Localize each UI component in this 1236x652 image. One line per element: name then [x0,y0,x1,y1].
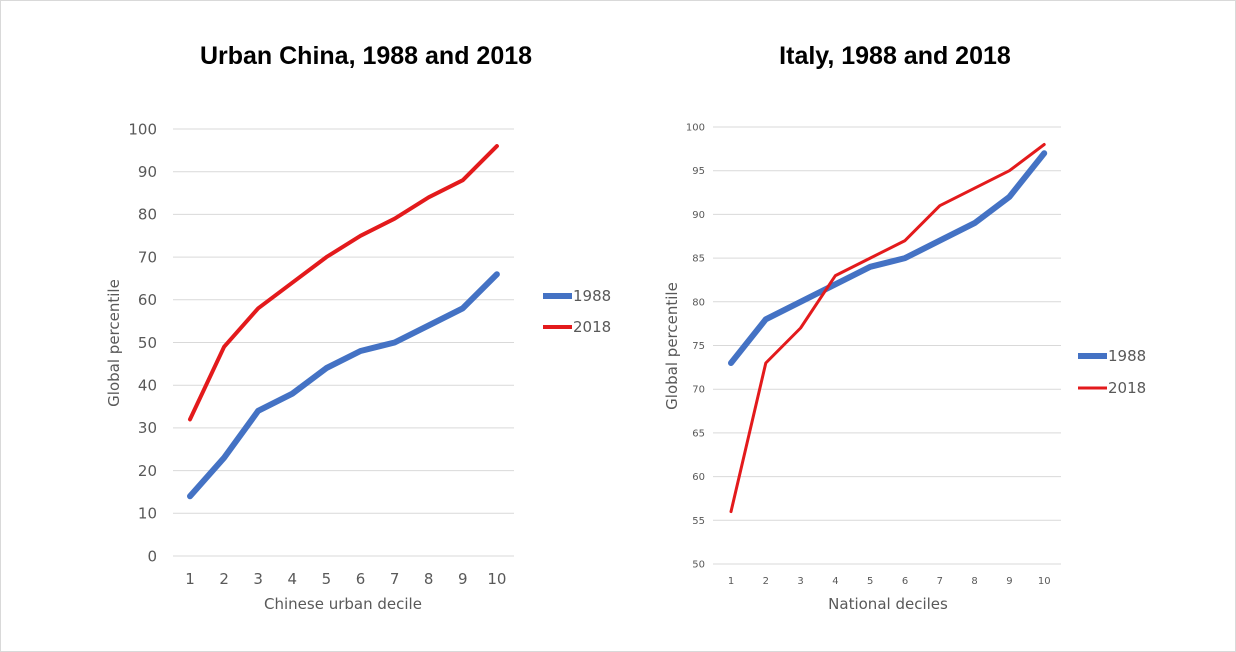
y-tick-label: 95 [692,166,705,177]
x-tick-label: 9 [458,570,468,588]
y-tick-label: 90 [138,163,157,181]
series-line-1988 [187,271,500,500]
y-tick-label: 75 [692,341,705,352]
y-tick-label: 90 [692,210,705,221]
chart-italy: Italy, 1988 and 2018 National deciles Gl… [663,42,1146,613]
series-line-2018 [188,144,499,422]
y-tick-label: 50 [692,560,705,571]
y-tick-label: 85 [692,254,705,265]
y-tick-label: 50 [138,334,157,352]
series-line-1988 [728,150,1048,366]
y-tick-label: 10 [138,505,157,523]
y-tick-label: 40 [138,376,157,394]
chart-title: Urban China, 1988 and 2018 [200,42,532,70]
y-tick-label: 30 [138,419,157,437]
x-tick-label: 10 [1038,576,1051,587]
x-tick-label: 4 [832,576,838,587]
x-tick-label: 8 [971,576,977,587]
x-tick-label: 2 [219,570,229,588]
x-tick-label: 2 [763,576,769,587]
x-tick-label: 3 [253,570,263,588]
y-tick-label: 0 [147,547,157,565]
y-tick-label: 55 [692,516,705,527]
y-axis-label: Global percentile [663,282,681,410]
x-tick-label: 6 [902,576,908,587]
y-tick-label: 80 [692,297,705,308]
x-tick-label: 7 [937,576,943,587]
y-axis-label: Global percentile [105,279,123,407]
x-axis-label: National deciles [828,595,948,613]
legend-label: 1988 [573,287,611,305]
y-tick-label: 70 [138,248,157,266]
x-tick-label: 8 [424,570,434,588]
x-tick-label: 1 [728,576,734,587]
x-tick-label: 7 [390,570,400,588]
y-tick-label: 100 [128,120,157,138]
y-tick-label: 80 [138,206,157,224]
y-tick-label: 100 [686,123,705,134]
x-tick-label: 5 [867,576,873,587]
legend-label: 2018 [573,318,611,336]
x-tick-label: 6 [356,570,366,588]
x-tick-label: 5 [322,570,332,588]
series-line-2018 [729,143,1046,514]
y-tick-label: 20 [138,462,157,480]
y-tick-label: 60 [138,291,157,309]
chart-title: Italy, 1988 and 2018 [779,42,1011,70]
chart-urban-china: Urban China, 1988 and 2018 Chinese urban… [105,42,611,613]
x-tick-label: 9 [1006,576,1012,587]
x-tick-label: 10 [487,570,506,588]
legend-label: 2018 [1108,379,1146,397]
x-tick-label: 3 [797,576,803,587]
x-tick-label: 4 [288,570,298,588]
x-tick-label: 1 [185,570,195,588]
y-tick-label: 65 [692,428,705,439]
x-axis-label: Chinese urban decile [264,595,422,613]
y-tick-label: 60 [692,472,705,483]
legend-label: 1988 [1108,347,1146,365]
y-tick-label: 70 [692,385,705,396]
